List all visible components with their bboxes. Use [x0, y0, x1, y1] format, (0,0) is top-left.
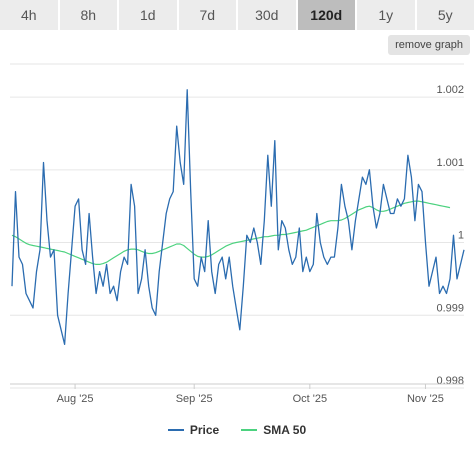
legend-label: Price	[189, 423, 220, 437]
range-selector: 4h 8h 1d 7d 30d 120d 1y 5y	[0, 0, 474, 30]
y-tick-label: 1.001	[436, 157, 464, 169]
legend-item-sma-50[interactable]: SMA 50	[241, 423, 306, 437]
y-axis: 0.998 0.999 1 1.001 1.002	[436, 84, 464, 387]
x-tick-label: Nov '25	[407, 393, 444, 405]
remove-graph-button[interactable]: remove graph	[388, 35, 470, 55]
series-line-price	[11, 89, 465, 346]
legend-swatch	[241, 429, 258, 431]
range-button-1y[interactable]: 1y	[357, 0, 417, 30]
y-tick-label: 1	[458, 230, 464, 242]
range-button-1d[interactable]: 1d	[119, 0, 179, 30]
x-axis: Aug '25 Sep '25 Oct '25 Nov '25	[10, 383, 464, 405]
legend-swatch	[167, 429, 184, 431]
series-line-sma-50	[11, 200, 451, 265]
chart-series	[11, 89, 465, 346]
y-tick-label: 0.999	[436, 302, 464, 314]
x-tick-label: Oct '25	[293, 393, 328, 405]
range-button-120d[interactable]: 120d	[297, 0, 357, 30]
x-tick-label: Sep '25	[176, 393, 213, 405]
range-button-5y[interactable]: 5y	[416, 0, 474, 30]
legend-label: SMA 50	[263, 423, 307, 437]
y-tick-label: 1.002	[436, 84, 464, 96]
chart-legend: Price SMA 50	[0, 420, 474, 440]
x-tick-label: Aug '25	[57, 393, 94, 405]
range-button-7d[interactable]: 7d	[178, 0, 238, 30]
chart-gridlines	[10, 63, 464, 389]
range-button-8h[interactable]: 8h	[59, 0, 119, 30]
range-button-4h[interactable]: 4h	[0, 0, 60, 30]
range-button-30d[interactable]: 30d	[238, 0, 298, 30]
y-tick-label: 0.998	[436, 375, 464, 387]
legend-item-price[interactable]: Price	[167, 423, 220, 437]
